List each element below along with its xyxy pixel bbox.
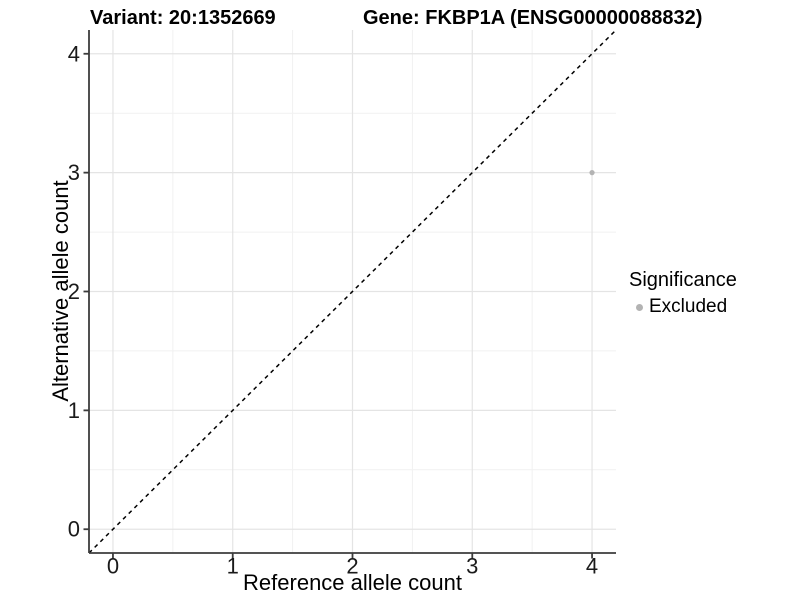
identity-line <box>88 29 617 554</box>
legend-title: Significance <box>629 269 737 291</box>
plot-title-gene: Gene: FKBP1A (ENSG00000088832) <box>363 7 703 29</box>
y-tick-label: 1 <box>68 398 80 423</box>
legend-point-icon <box>636 303 643 311</box>
x-axis-title: Reference allele count <box>243 570 462 595</box>
x-tick-label: 0 <box>107 554 119 579</box>
legend: Significance Excluded <box>629 268 737 318</box>
data-point <box>589 170 595 176</box>
x-tick-label: 4 <box>586 554 598 579</box>
y-tick-label: 0 <box>68 517 80 542</box>
y-tick-label: 4 <box>68 41 80 66</box>
x-tick-label: 1 <box>227 554 239 579</box>
y-axis-title: Alternative allele count <box>48 180 73 402</box>
y-tick-label: 2 <box>68 279 80 304</box>
legend-item-label: Excluded <box>649 296 728 317</box>
plot-title-variant: Variant: 20:1352669 <box>90 7 276 29</box>
y-tick-label: 3 <box>68 160 80 185</box>
legend-item-excluded: Excluded <box>629 296 737 318</box>
x-tick-label: 3 <box>466 554 478 579</box>
x-tick-label: 2 <box>346 554 358 579</box>
